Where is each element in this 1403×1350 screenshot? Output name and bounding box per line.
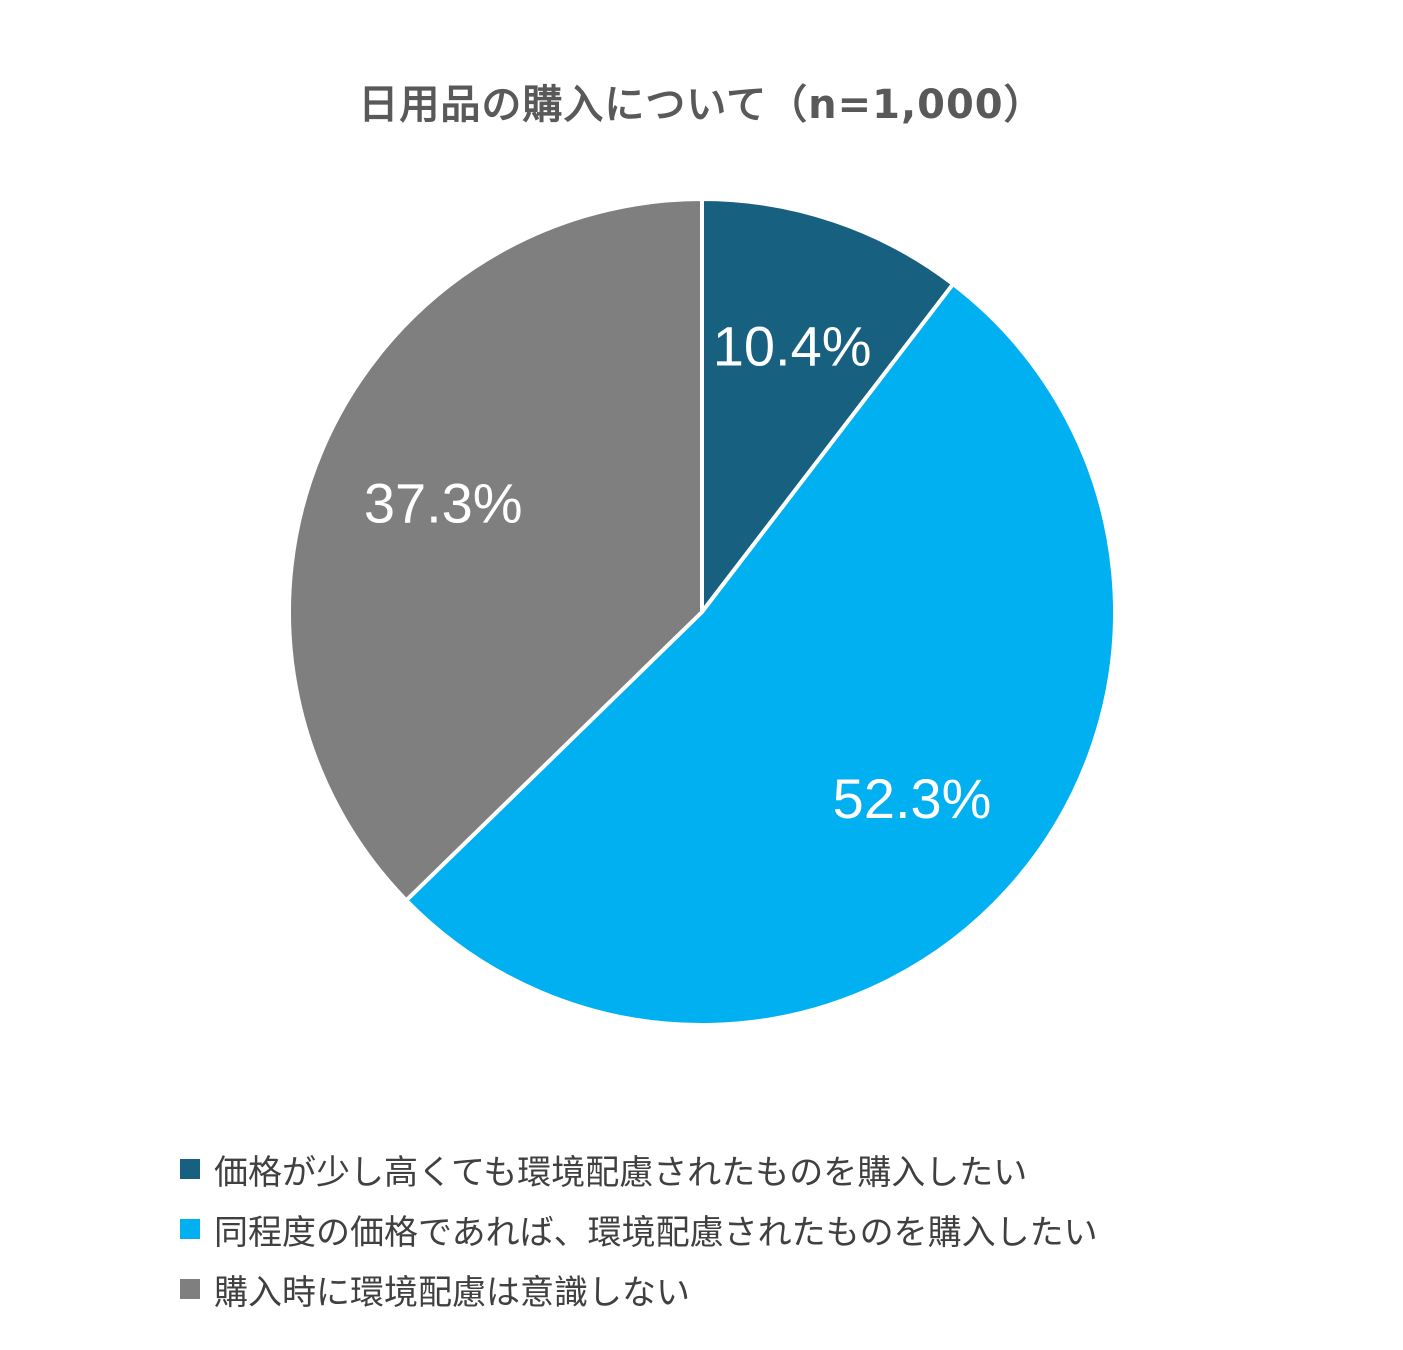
legend-item: 価格が少し高くても環境配慮されたものを購入したい bbox=[180, 1140, 1098, 1198]
pie-data-label: 37.3% bbox=[364, 471, 523, 534]
legend-item: 同程度の価格であれば、環境配慮されたものを購入したい bbox=[180, 1200, 1098, 1258]
pie-slice bbox=[404, 282, 1117, 1027]
legend-swatch-square bbox=[180, 1219, 200, 1239]
legend-swatch-square bbox=[180, 1279, 200, 1299]
pie-slice bbox=[700, 197, 956, 614]
pie-slices bbox=[287, 197, 1117, 1027]
legend-label: 購入時に環境配慮は意識しない bbox=[214, 1272, 690, 1313]
pie-slice bbox=[287, 197, 704, 903]
legend-item: 購入時に環境配慮は意識しない bbox=[180, 1260, 1098, 1318]
legend-label: 同程度の価格であれば、環境配慮されたものを購入したい bbox=[214, 1212, 1098, 1253]
pie-data-label: 52.3% bbox=[833, 767, 992, 830]
legend-swatch-square bbox=[180, 1159, 200, 1179]
pie-chart: 10.4% 52.3% 37.3% bbox=[287, 197, 1117, 1027]
legend: 価格が少し高くても環境配慮されたものを購入したい 同程度の価格であれば、環境配慮… bbox=[180, 1140, 1098, 1320]
legend-label: 価格が少し高くても環境配慮されたものを購入したい bbox=[214, 1152, 1028, 1193]
pie-data-label: 10.4% bbox=[713, 315, 872, 378]
pie-data-labels: 10.4% 52.3% 37.3% bbox=[364, 315, 992, 830]
chart-title: 日用品の購入について（n=1,000） bbox=[358, 82, 1045, 128]
